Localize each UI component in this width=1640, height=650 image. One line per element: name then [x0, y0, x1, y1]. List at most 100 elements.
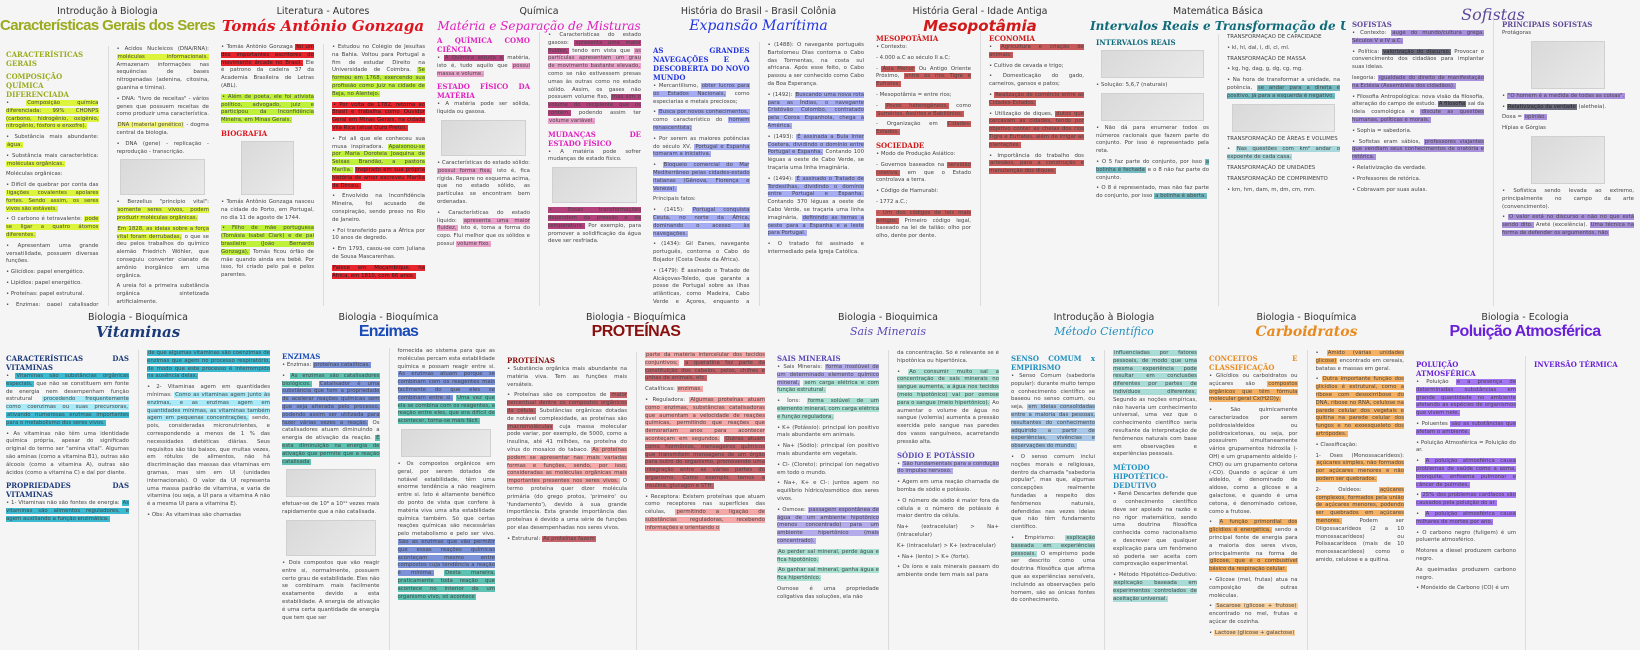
text-run: As queimadas produzem carbono negro. [1416, 566, 1516, 581]
text-column: CARACTERÍSTICAS GERAIS COMPOSIÇÃO QUÍMICA… [6, 46, 99, 306]
note-paragraph: - 1772 a.C.; [876, 199, 971, 207]
card-subject: Literatura - Autores [276, 6, 370, 17]
note-paragraph: • (1434): Gil Eanes, navegante português… [653, 241, 750, 264]
card-subject: História Geral - Idade Antiga [912, 6, 1048, 17]
card-columns: SAIS MINERAIS • Sais Minerais: forma inso… [777, 350, 999, 650]
highlighted-text: Povos heterogêneos, [885, 102, 949, 109]
text-column: PRINCIPAIS SOFISTAS Protágoras • "O homem … [1493, 16, 1634, 306]
note-paragraph: influenciadas por fatores pessoais, de m… [1113, 350, 1197, 459]
text-column: SAIS MINERAIS • Sais Minerais: forma inso… [777, 350, 879, 650]
text-run: • (1493): [767, 133, 797, 140]
note-paragraph: • Filosofia Antropológica: nova visão da… [1352, 94, 1484, 125]
text-run: • [1209, 629, 1214, 636]
highlighted-text: DNA (material genético) [116, 122, 185, 129]
text-run: • [282, 372, 290, 379]
text-column: fornecida ao sistema para que as molécul… [388, 348, 495, 650]
text-run: Hípias e Górgias [1502, 125, 1546, 132]
note-paragraph: - Organização em Cidades-Estados. [876, 121, 971, 137]
note-paragraph: • Solução: 5,6,7 (naturais) [1096, 82, 1209, 90]
text-column: POLUIÇÃO ATMOSFÉRICA • Poluição é a prese… [1416, 356, 1516, 650]
note-paragraph: - Governos baseados na servidão coletiva… [876, 161, 971, 185]
highlighted-text: Busca por novos conhecimentos, [658, 109, 750, 116]
text-run: • Cl- (Cloreto): principal íon negativo … [777, 461, 879, 476]
text-run: K+ (intracelular) > K+ (extracelular) [897, 542, 996, 549]
text-run: • Lipídios: papel energético. [6, 279, 82, 286]
text-run: como se não estivessem presas umas às ou… [548, 70, 641, 101]
bust-image [1530, 135, 1606, 184]
text-run: 1- Oses (Monossacarídeos): [1315, 452, 1405, 459]
text-run: • Por serem as maiores potências do sécu… [653, 135, 750, 150]
card-columns: • Tomás Antônio Gonzaga foi um dos impor… [221, 44, 425, 306]
card-subject: Biologia - Ecologia [1481, 312, 1569, 323]
highlighted-text: Algumas proteínas atuam como enzimas, su… [645, 396, 765, 442]
portrait-image [240, 140, 295, 195]
note-paragraph: • Por serem as maiores potências do sécu… [653, 136, 750, 159]
text-run: • Tomás Antônio Gonzaga [221, 44, 296, 50]
highlighted-text: • Por volta de 1782, retorna ao Brasil e… [332, 101, 425, 131]
note-paragraph: de que algumas vitaminas são coenzimas d… [147, 350, 270, 381]
text-run: TRANSFORMAÇÃO DE ÁREAS E VOLUMES [1227, 135, 1338, 142]
highlighted-text: Ásia Menor [881, 65, 916, 72]
highlighted-text: Nas questões com km² andar o expoente de… [1227, 146, 1340, 161]
note-paragraph: • Sofística sendo levada ao extremo, pri… [1502, 188, 1634, 211]
text-column: • Tomás Antônio Gonzaga foi um dos impor… [221, 44, 314, 306]
note-paragraph: • Poluentes são as substâncias que afeta… [1416, 420, 1516, 437]
card-title: Método Científico [1054, 325, 1154, 338]
note-paragraph: K+ (intracelular) > K+ (extracelular) [897, 543, 999, 551]
note-paragraph: • Os compostos orgânicos em geral, por s… [397, 461, 495, 601]
note-paragraph: • Classificação: [1316, 442, 1405, 450]
highlighted-text: açúcares simples, não formados por açúca… [1315, 460, 1404, 482]
text-run: • [989, 44, 1001, 50]
note-paragraph: TRANSFORMAÇÃO DE UNIDADES [1227, 165, 1340, 173]
card-title: Carboidratos [1255, 324, 1358, 340]
note-paragraph: • Outra importante função dos glicídios … [1315, 376, 1404, 438]
text-run: como especiarias e metais preciosos; [653, 90, 750, 105]
text-run: • Foi ali que ele conheceu sua musa insp… [332, 135, 425, 150]
card-subject: Introdução à Biologia [1053, 312, 1155, 323]
text-column: • Amido (várias unidades glicose) encont… [1306, 350, 1405, 650]
note-paragraph: • Foi ali que ele conheceu sua musa insp… [332, 136, 425, 191]
text-run: • Empirismo: [1011, 534, 1066, 541]
highlighted-text: A poluição atmosférica causa problemas d… [1416, 458, 1516, 488]
text-run: • 2- Vitaminas agem em quantidades mínim… [147, 384, 270, 398]
card-columns: PROTEÍNAS • Substância orgânica mais abun… [507, 352, 765, 650]
text-run: • DNA: "livro de receitas" - vários gene… [116, 95, 210, 118]
text-run: encontrado em cereais, batatas e massas … [1315, 357, 1405, 372]
text-run: - [876, 102, 886, 109]
text-run: • Classificação: [1315, 441, 1358, 448]
note-paragraph: • Glicídios: papel energético. [6, 269, 99, 277]
highlighted-text: A poluição atmosférica causa milhares de… [1416, 510, 1516, 525]
text-run: o que se deu pelos trabalhos do químico … [116, 233, 210, 279]
highlighted-text: explicação baseada em experimentos contr… [1113, 579, 1197, 602]
text-run: Contando 100 léguas a oeste de Cabo Verd… [767, 149, 865, 171]
text-run: • Apresentam uma grande versatilidade, p… [6, 242, 99, 265]
note-paragraph: • Íons: forma solúvel de um elemento min… [777, 398, 879, 421]
card-columns: MESOPOTÂMIA • Contexto: - 4.000 a.C ao séc… [876, 30, 1084, 306]
highlighted-text: água. [6, 141, 24, 148]
note-card-carboidratos: Biologia - Bioquímica Carboidratos CONCEIT… [1203, 306, 1410, 650]
section-heading: ESTADO FÍSICO DA MATÉRIA [437, 82, 530, 101]
text-run: que não se constituem em fonte de energi… [6, 380, 129, 403]
card-columns: CARACTERÍSTICAS GERAIS COMPOSIÇÃO QUÍMICA… [6, 46, 209, 306]
highlighted-text: possui forma fixa, [437, 167, 493, 174]
note-paragraph: • A poluição atmosférica causa milhares … [1416, 510, 1516, 527]
text-run: Armazenam informações nas sequências de … [116, 61, 210, 91]
note-paragraph: • A Química estuda a matéria, isto é, tu… [437, 55, 530, 78]
note-paragraph: - Mesopotâmia = entre rios; [876, 92, 971, 100]
note-paragraph: • Envolvido na Inconfidência Mineira, fo… [332, 193, 425, 224]
text-run: • O 8 é representado, mas não faz parte … [1096, 185, 1209, 200]
text-run: • São quimicamente caracterizados por se… [1209, 407, 1298, 515]
text-run: • Berzelius "princípio vital": [116, 199, 210, 206]
text-run: Contando 370 léguas a oeste de Cabo Verd… [767, 199, 865, 221]
note-paragraph: TRANSFORMAÇÃO DE COMPRIMENTO [1227, 176, 1340, 184]
note-paragraph: • Receptora: Existem proteínas que atuam… [645, 494, 765, 533]
note-paragraph: • Além de poeta, ele foi ativista políti… [221, 93, 314, 125]
text-run: • [1315, 350, 1327, 356]
card-title: Características Gerais dos Seres Vivos [0, 17, 215, 34]
highlighted-text: moléculas informacionais. [116, 53, 209, 60]
note-paragraph: A ureia foi a primeira substância orgâni… [117, 283, 210, 306]
text-column: ECONOMIA • Agricultura e criação de anima… [980, 30, 1084, 306]
note-paragraph: • Dois compostos que vão reagir entre si… [282, 560, 380, 622]
note-paragraph: Hípias e Górgias [1502, 125, 1634, 133]
text-run: Ou Antigo Oriente Próximo, [876, 65, 971, 80]
